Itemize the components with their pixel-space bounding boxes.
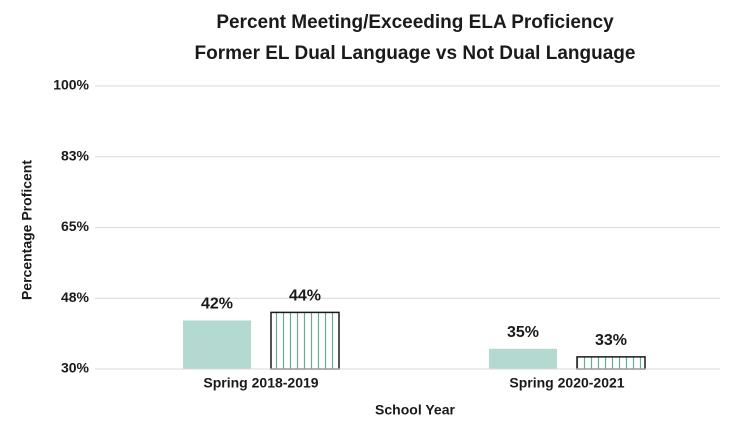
bar [183, 320, 251, 369]
chart-title: Percent Meeting/Exceeding ELA Proficienc… [216, 12, 614, 33]
y-tick-label: 30% [61, 360, 90, 376]
y-tick-label: 65% [61, 218, 90, 234]
bar [576, 356, 646, 370]
bar [489, 348, 557, 369]
bar [270, 311, 340, 370]
value-label: 33% [595, 332, 627, 349]
y-tick-label: 83% [61, 147, 90, 163]
x-axis-title: School Year [375, 402, 455, 418]
value-label: 35% [507, 324, 539, 341]
chart-subtitle: Former EL Dual Language vs Not Dual Lang… [195, 43, 636, 64]
y-tick-label: 100% [53, 77, 89, 93]
value-label: 42% [201, 296, 233, 313]
x-tick-label: Spring 2020-2021 [509, 375, 624, 391]
x-tick-label: Spring 2018-2019 [203, 375, 318, 391]
y-axis-title: Percentage Proficent [19, 160, 35, 300]
value-label: 44% [289, 288, 321, 305]
y-tick-label: 48% [61, 289, 90, 305]
